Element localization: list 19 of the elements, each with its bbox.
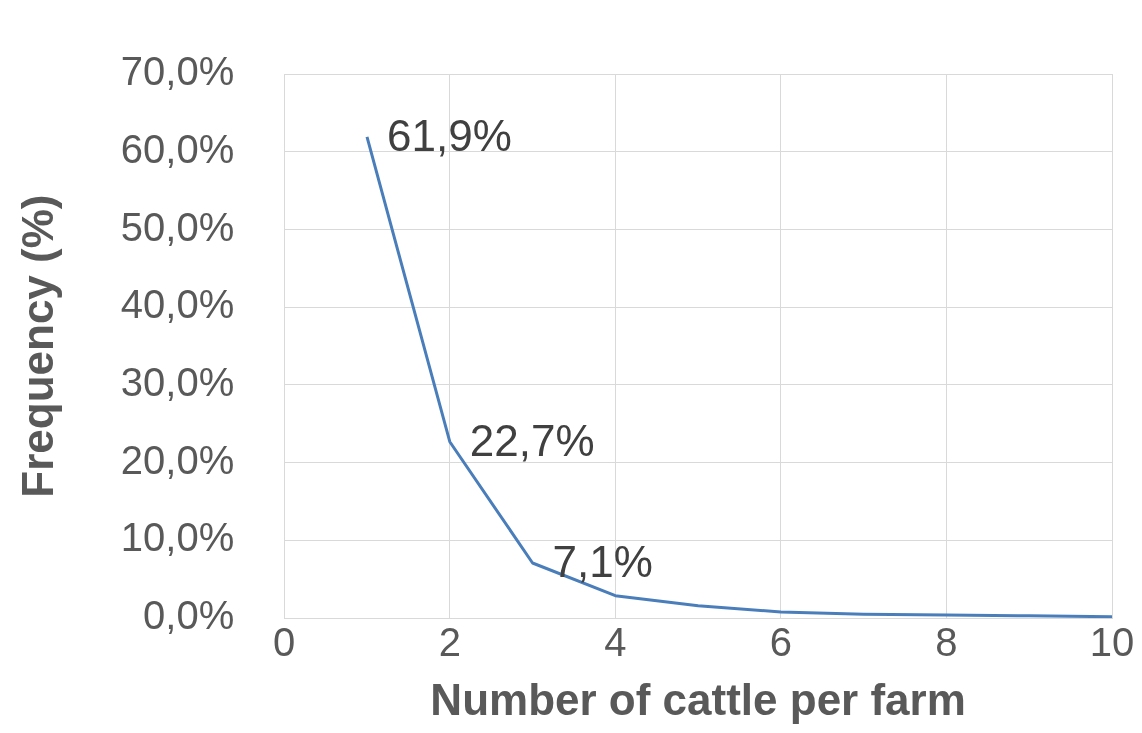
y-tick-label: 0,0% xyxy=(143,593,235,638)
y-tick-label: 40,0% xyxy=(120,282,235,327)
data-label: 7,1% xyxy=(552,537,653,587)
y-tick-label: 70,0% xyxy=(120,49,235,94)
x-tick-label: 0 xyxy=(273,620,296,665)
y-tick-label: 50,0% xyxy=(120,204,235,249)
x-tick-label: 6 xyxy=(769,620,793,665)
data-label: 22,7% xyxy=(469,415,595,465)
x-tick-label: 10 xyxy=(1089,620,1135,665)
x-tick-label: 2 xyxy=(438,620,461,665)
y-tick-label: 20,0% xyxy=(120,437,235,482)
y-tick-label: 60,0% xyxy=(120,126,235,171)
y-tick-label: 30,0% xyxy=(120,360,235,404)
y-tick-label: 10,0% xyxy=(120,515,235,560)
data-label: 61,9% xyxy=(387,111,512,161)
y-axis-title: Frequency (%) xyxy=(12,194,62,498)
x-axis-title: Number of cattle per farm xyxy=(430,674,966,724)
x-tick-label: 4 xyxy=(604,620,627,665)
x-tick-label: 8 xyxy=(935,620,958,665)
